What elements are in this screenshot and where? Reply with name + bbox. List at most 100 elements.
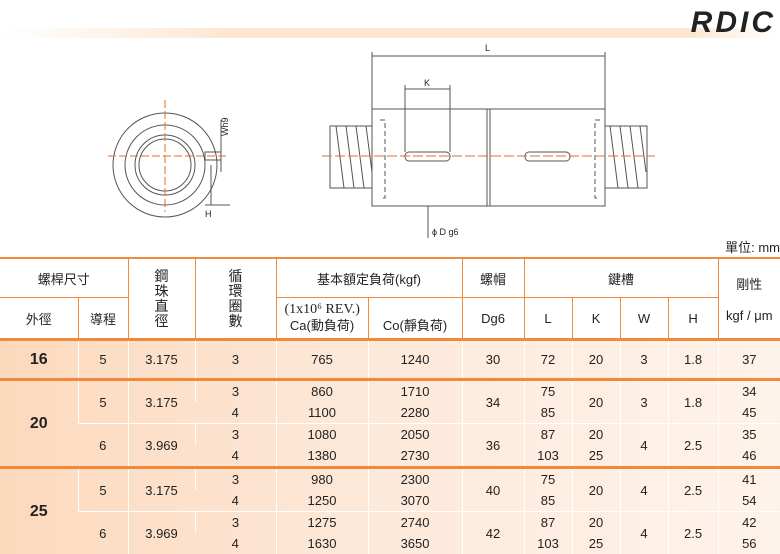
stiffness-cell: 56: [718, 533, 780, 554]
ca-cell: 1080: [276, 424, 368, 446]
ca-cell: 1630: [276, 533, 368, 554]
dg6-cell: 34: [462, 380, 524, 424]
k-cell: 20: [572, 512, 620, 534]
l-header: L: [524, 298, 572, 340]
nut-drawing: Wh9 H L K ϕ D g6: [0, 40, 780, 240]
co-cell: 3650: [368, 533, 462, 554]
turns-cell: 3: [195, 380, 276, 403]
l-cell: 85: [524, 402, 572, 424]
ca-cell: 765: [276, 340, 368, 380]
l-cell: 103: [524, 445, 572, 468]
l-cell: 72: [524, 340, 572, 380]
w-cell: 3: [620, 340, 668, 380]
l-cell: 103: [524, 533, 572, 554]
lead-header: 導程: [78, 298, 128, 340]
k-cell: 20: [572, 424, 620, 446]
unit-label: 單位: mm: [725, 237, 780, 256]
turns-cell: 4: [195, 490, 276, 512]
w-cell: 3: [620, 380, 668, 424]
stiffness-cell: 37: [718, 340, 780, 380]
dg6-cell: 30: [462, 340, 524, 380]
dg6-cell: 36: [462, 424, 524, 468]
ball-dia-cell: 3.175: [128, 380, 195, 424]
lead-cell: 6: [78, 424, 128, 468]
title-bar: [0, 28, 780, 38]
k-label: K: [424, 78, 430, 88]
h-cell: 1.8: [668, 380, 718, 424]
h-cell: 2.5: [668, 424, 718, 468]
co-cell: 3070: [368, 490, 462, 512]
k-cell: 25: [572, 533, 620, 554]
l-cell: 87: [524, 424, 572, 446]
h-label: H: [205, 209, 212, 219]
co-cell: 2730: [368, 445, 462, 468]
ca-label: Ca(動負荷): [290, 318, 354, 333]
l-label: L: [485, 43, 490, 53]
w-cell: 4: [620, 468, 668, 512]
d-label: ϕ D g6: [432, 227, 459, 237]
stiffness-unit: kgf / μm: [726, 308, 773, 323]
keyway-header: 鍵槽: [524, 258, 718, 298]
od-cell: 25: [0, 468, 78, 554]
stiffness-cell: 35: [718, 424, 780, 446]
w-cell: 4: [620, 512, 668, 554]
ball-dia-header: 鋼 珠 直 徑: [128, 258, 195, 340]
dg6-cell: 42: [462, 512, 524, 554]
k-header: K: [572, 298, 620, 340]
w-header: W: [620, 298, 668, 340]
h-cell: 1.8: [668, 340, 718, 380]
stiffness-cell: 54: [718, 490, 780, 512]
turns-cell: 4: [195, 445, 276, 468]
ca-cell: 1275: [276, 512, 368, 534]
ball-dia-cell: 3.175: [128, 340, 195, 380]
stiffness-cell: 41: [718, 468, 780, 491]
k-cell: 25: [572, 445, 620, 468]
screw-size-header: 螺桿尺寸: [0, 258, 128, 298]
stiffness-cell: 46: [718, 445, 780, 468]
turns-cell: 4: [195, 533, 276, 554]
l-cell: 75: [524, 468, 572, 491]
co-cell: 2280: [368, 402, 462, 424]
turns-cell: 4: [195, 402, 276, 424]
turns-cell: 3: [195, 340, 276, 380]
k-cell: 20: [572, 468, 620, 512]
ca-cell: 1250: [276, 490, 368, 512]
k-cell: 20: [572, 340, 620, 380]
model-title: RDIC: [691, 6, 776, 40]
stiffness-cell: 34: [718, 380, 780, 403]
l-cell: 87: [524, 512, 572, 534]
ca-header: (1x10⁶ REV.)Ca(動負荷): [276, 298, 368, 340]
spec-table: 螺桿尺寸 鋼 珠 直 徑 循 環 圈 數 基本額定負荷(kgf) 螺帽 鍵槽 剛…: [0, 257, 780, 554]
lead-cell: 6: [78, 512, 128, 554]
k-cell: 20: [572, 380, 620, 424]
turns-header: 循 環 圈 數: [195, 258, 276, 340]
ball-dia-cell: 3.175: [128, 468, 195, 512]
dg6-cell: 40: [462, 468, 524, 512]
dg6-header: Dg6: [462, 298, 524, 340]
w-label: Wh9: [220, 117, 230, 136]
ca-cell: 980: [276, 468, 368, 491]
h-cell: 2.5: [668, 468, 718, 512]
ca-cell: 860: [276, 380, 368, 403]
co-cell: 2050: [368, 424, 462, 446]
co-cell: 2740: [368, 512, 462, 534]
ca-cell: 1380: [276, 445, 368, 468]
stiffness-cell: 42: [718, 512, 780, 534]
turns-cell: 3: [195, 468, 276, 491]
co-cell: 1710: [368, 380, 462, 403]
od-cell: 20: [0, 380, 78, 468]
turns-cell: 3: [195, 512, 276, 534]
l-cell: 75: [524, 380, 572, 403]
h-header: H: [668, 298, 718, 340]
stiffness-label: 剛性: [736, 277, 762, 292]
side-view: [322, 52, 655, 238]
ca-cell: 1100: [276, 402, 368, 424]
stiffness-cell: 45: [718, 402, 780, 424]
nut-header: 螺帽: [462, 258, 524, 298]
ball-dia-cell: 3.969: [128, 512, 195, 554]
